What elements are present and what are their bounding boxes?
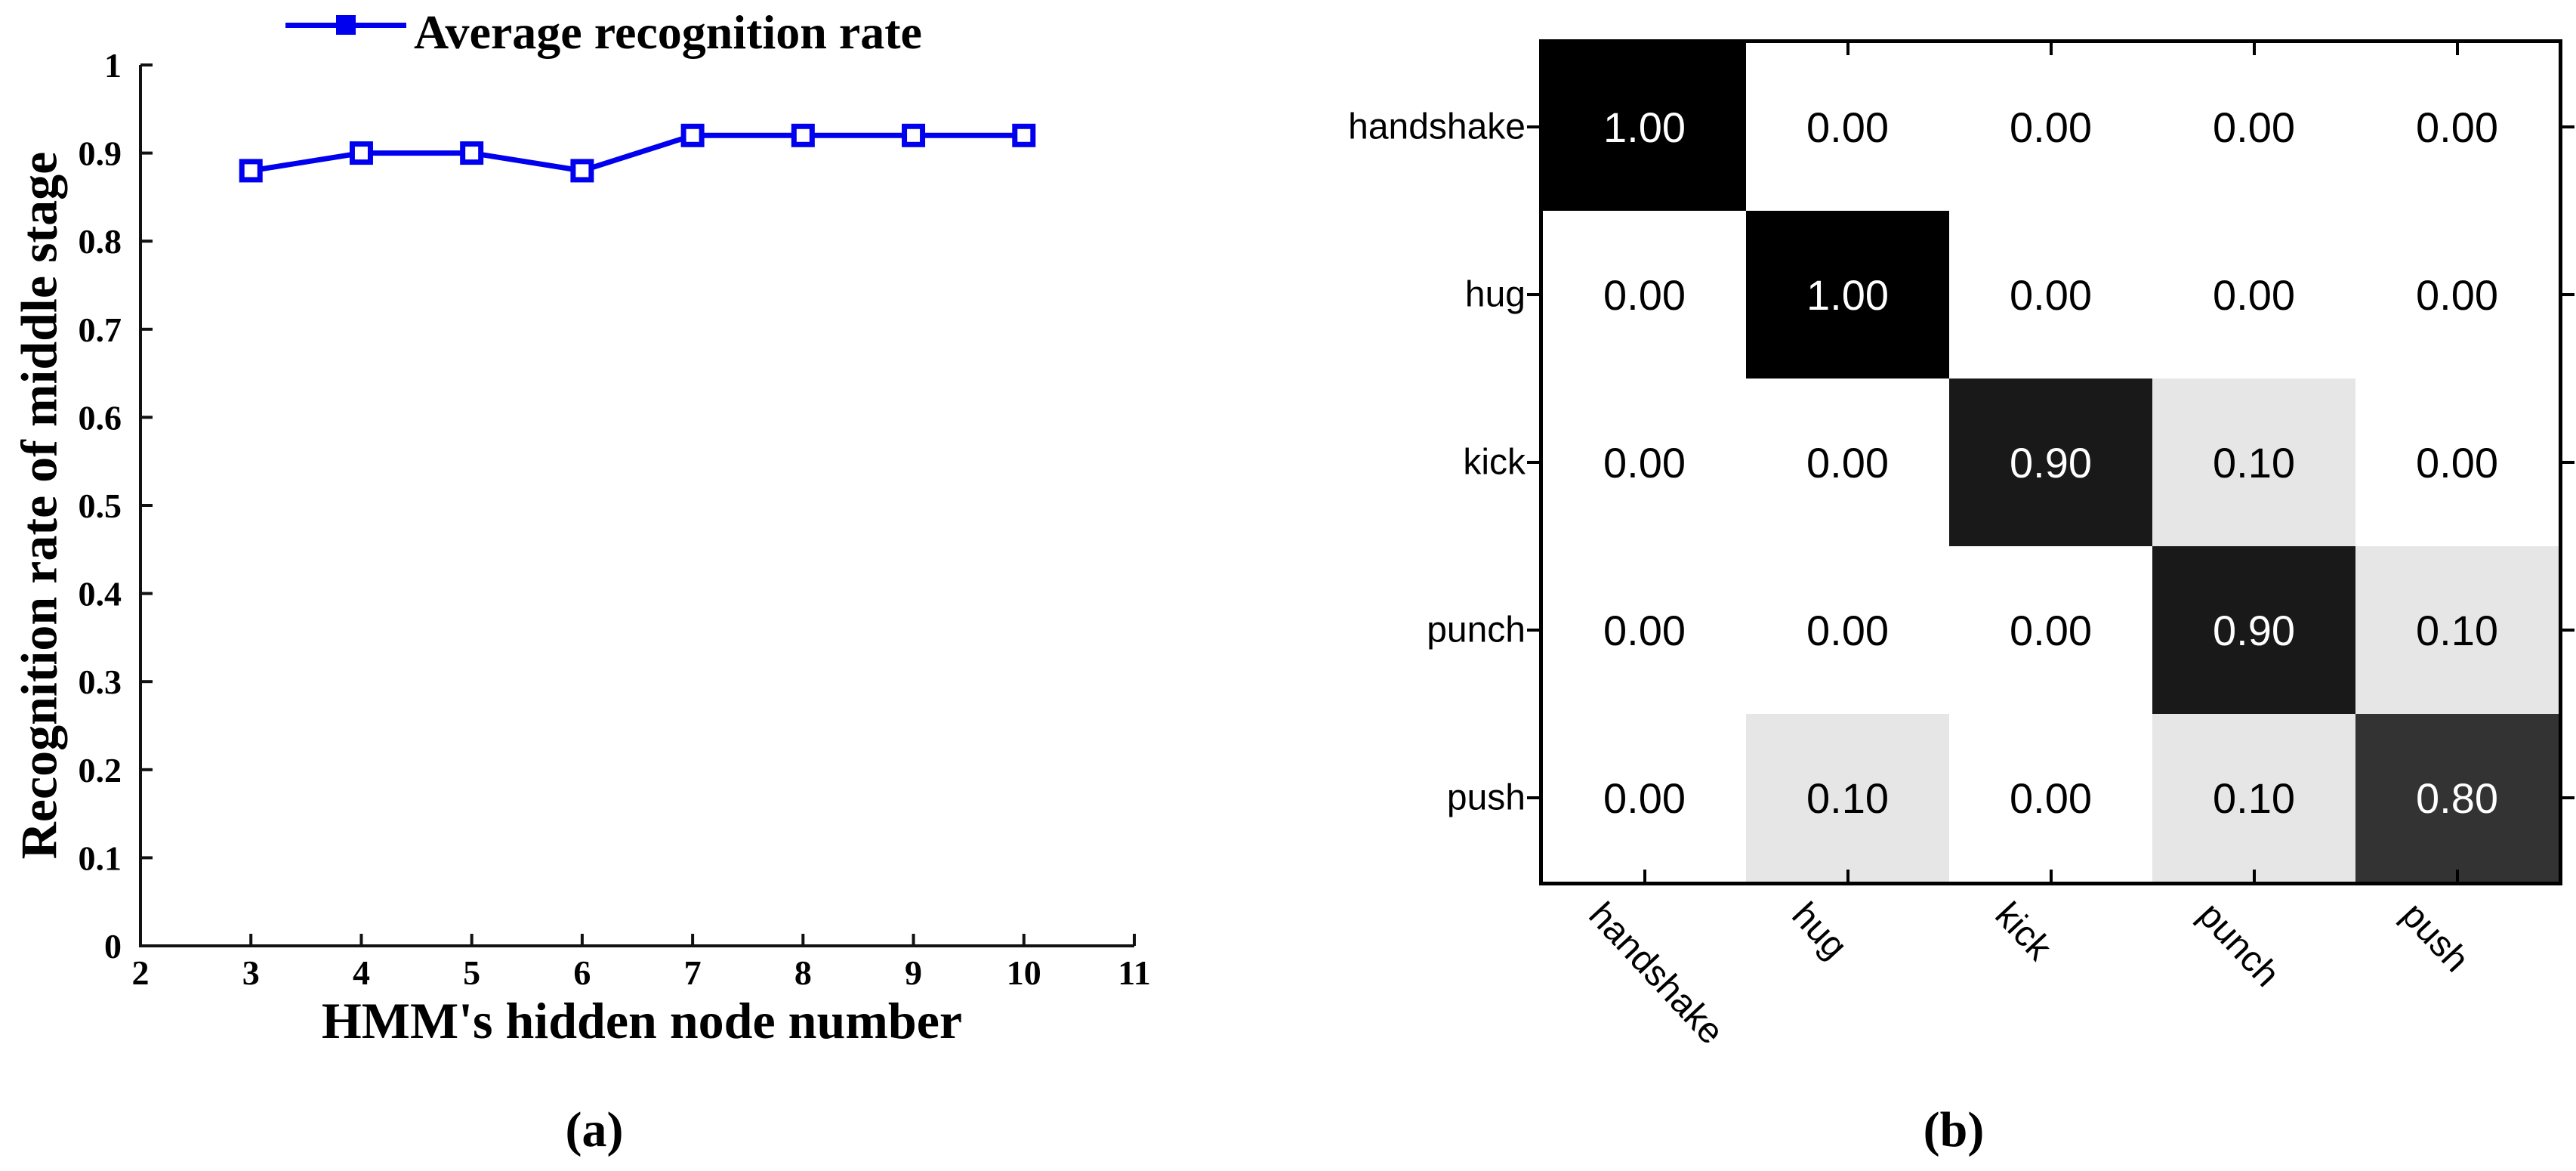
row-label-punch: punch	[1427, 610, 1526, 650]
matrix-cell-push-punch: 0.10	[2152, 714, 2355, 882]
matrix-cell-push-push: 0.80	[2355, 714, 2559, 882]
y-tick-label: 0.8	[79, 222, 122, 261]
col-label-hug: hug	[1784, 894, 1855, 967]
confusion-matrix: 1.00 0.00 0.00 0.00 0.00 0.00 1.00 0.00 0.00 0.00…	[1539, 39, 2562, 885]
x-tick-label: 6	[573, 953, 591, 992]
x-tick-label: 5	[463, 953, 480, 992]
matrix-cell-kick-handshake: 0.00	[1543, 378, 1746, 546]
row-label-kick: kick	[1463, 442, 1526, 483]
matrix-tick	[2562, 461, 2574, 464]
row-label-handshake: handshake	[1348, 107, 1526, 147]
x-tick-label: 7	[684, 953, 702, 992]
matrix-cell-hug-kick: 0.00	[1949, 211, 2152, 378]
matrix-cell-kick-kick: 0.90	[1949, 378, 2152, 546]
matrix-tick	[2455, 870, 2459, 882]
matrix-tick	[2455, 43, 2459, 55]
matrix-tick	[1527, 293, 1539, 296]
matrix-cell-punch-punch: 0.90	[2152, 546, 2355, 714]
matrix-cell-handshake-push: 0.00	[2355, 43, 2559, 211]
y-tick-label: 0.1	[79, 839, 122, 877]
matrix-cell-kick-hug: 0.00	[1746, 378, 1949, 546]
data-line	[250, 132, 1024, 174]
matrix-tick	[2562, 293, 2574, 296]
matrix-tick	[1643, 870, 1646, 882]
matrix-tick	[1527, 796, 1539, 799]
x-tick-label: 9	[905, 953, 922, 992]
matrix-cell-hug-punch: 0.00	[2152, 211, 2355, 378]
x-tick-label: 3	[242, 953, 260, 992]
matrix-tick	[1846, 870, 1849, 882]
matrix-cell-punch-handshake: 0.00	[1543, 546, 1746, 714]
matrix-cell-hug-handshake: 0.00	[1543, 211, 1746, 378]
matrix-cell-push-kick: 0.00	[1949, 714, 2152, 882]
data-point-marker	[570, 159, 594, 183]
y-tick-label: 0	[104, 927, 122, 966]
y-tick-label: 0.4	[79, 575, 122, 613]
y-tick-label: 0.3	[79, 663, 122, 701]
matrix-tick	[1846, 43, 1849, 55]
y-axis-label: Recognition rate of middle stage	[10, 151, 68, 860]
col-label-kick: kick	[1987, 894, 2059, 969]
x-tick-label: 4	[353, 953, 370, 992]
matrix-cell-handshake-kick: 0.00	[1949, 43, 2152, 211]
legend-label: Average recognition rate	[414, 5, 922, 59]
x-tick-label: 11	[1118, 953, 1150, 992]
matrix-tick	[1527, 629, 1539, 632]
caption-b: (b)	[1923, 1102, 1985, 1157]
x-tick-label: 2	[132, 953, 150, 992]
matrix-cell-kick-punch: 0.10	[2152, 378, 2355, 546]
y-tick-label: 0.6	[79, 398, 122, 437]
y-tick-label: 0.5	[79, 487, 122, 525]
matrix-cell-punch-push: 0.10	[2355, 546, 2559, 714]
matrix-cell-hug-push: 0.00	[2355, 211, 2559, 378]
y-tick-label: 0.9	[79, 134, 122, 173]
matrix-tick	[2252, 43, 2256, 55]
data-point-marker	[349, 141, 373, 165]
matrix-tick	[2562, 629, 2574, 632]
matrix-cell-kick-push: 0.00	[2355, 378, 2559, 546]
y-tick-label: 0.2	[79, 751, 122, 789]
legend-marker	[336, 15, 356, 35]
matrix-tick	[1643, 43, 1646, 55]
col-label-punch: punch	[2190, 894, 2287, 995]
col-label-push: push	[2393, 894, 2476, 980]
y-tick-label: 0.7	[79, 311, 122, 349]
matrix-tick	[1527, 461, 1539, 464]
row-label-hug: hug	[1464, 274, 1526, 315]
matrix-cell-handshake-handshake: 1.00	[1543, 43, 1746, 211]
matrix-cell-handshake-punch: 0.00	[2152, 43, 2355, 211]
row-label-push: push	[1446, 777, 1526, 818]
matrix-tick	[2562, 796, 2574, 799]
matrix-cell-push-hug: 0.10	[1746, 714, 1949, 882]
data-point-marker	[239, 159, 263, 183]
matrix-cell-hug-hug: 1.00	[1746, 211, 1949, 378]
data-point-marker	[680, 123, 705, 147]
matrix-tick	[2049, 870, 2053, 882]
data-point-marker	[460, 141, 484, 165]
matrix-tick	[2049, 43, 2053, 55]
axes-frame	[139, 65, 1134, 947]
matrix-tick	[2562, 125, 2574, 128]
x-tick-label: 10	[1007, 953, 1041, 992]
matrix-tick	[1527, 125, 1539, 128]
data-point-marker	[791, 123, 815, 147]
matrix-cell-punch-kick: 0.00	[1949, 546, 2152, 714]
matrix-cell-handshake-hug: 0.00	[1746, 43, 1949, 211]
y-tick-label: 1	[104, 46, 122, 85]
data-point-marker	[902, 123, 926, 147]
matrix-cell-punch-hug: 0.00	[1746, 546, 1949, 714]
data-point-marker	[1012, 123, 1036, 147]
x-tick-label: 8	[794, 953, 812, 992]
col-label-handshake: handshake	[1581, 894, 1731, 1052]
x-axis-label: HMM's hidden node number	[321, 992, 963, 1049]
matrix-cell-push-handshake: 0.00	[1543, 714, 1746, 882]
matrix-tick	[2252, 870, 2256, 882]
caption-a: (a)	[565, 1102, 624, 1157]
